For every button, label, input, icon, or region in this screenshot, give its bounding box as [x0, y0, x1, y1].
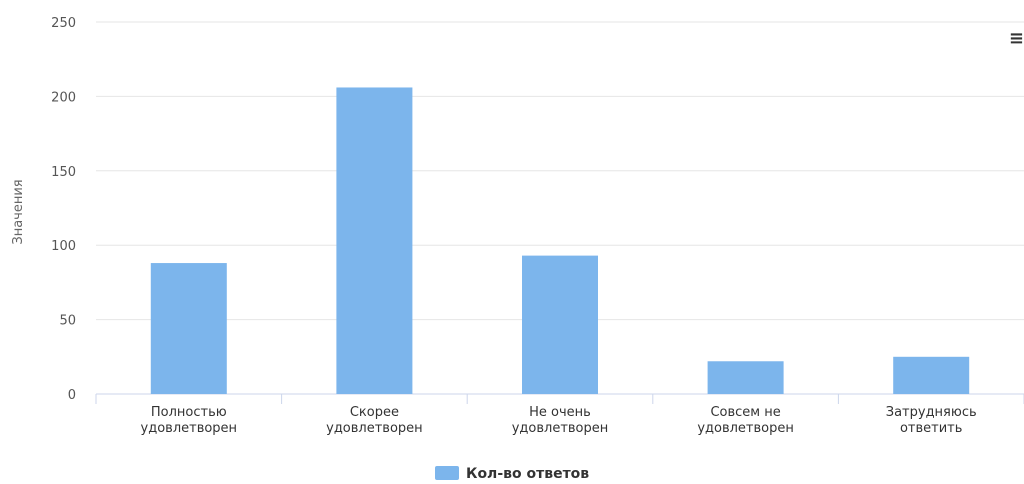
bar[interactable] — [150, 263, 227, 394]
y-tick-label: 250 — [51, 16, 76, 31]
x-category-label: Не очень удовлетворен — [512, 405, 609, 436]
x-category-label: Затрудняюсь ответить — [886, 405, 977, 436]
y-axis-title: Значения — [11, 179, 26, 244]
y-tick-label: 50 — [59, 314, 76, 329]
bar[interactable] — [707, 361, 784, 394]
legend-label: Кол-во ответов — [466, 466, 589, 482]
x-category-label: Совсем не удовлетворен — [697, 405, 794, 436]
bar[interactable] — [336, 87, 413, 395]
x-axis — [95, 394, 1024, 404]
y-axis-ticks: 0 50 100 150 200 250 — [51, 16, 76, 403]
legend-swatch — [435, 466, 459, 480]
x-axis-categories: Полностью удовлетворен Скорее удовлетворен Н… — [141, 405, 977, 436]
bar[interactable] — [893, 356, 970, 394]
grid-lines — [96, 21, 1024, 395]
bars — [150, 87, 970, 395]
y-tick-label: 100 — [51, 239, 76, 254]
x-category-label: Полностью удовлетворен — [141, 405, 238, 436]
bar[interactable] — [522, 255, 598, 394]
legend[interactable]: Кол-во ответов — [435, 466, 589, 482]
y-tick-label: 200 — [51, 90, 76, 105]
context-menu-icon[interactable]: ≡ — [1009, 28, 1024, 49]
y-tick-label: 150 — [51, 165, 76, 180]
y-tick-label: 0 — [68, 388, 76, 403]
x-category-label: Скорее удовлетворен — [326, 405, 423, 436]
